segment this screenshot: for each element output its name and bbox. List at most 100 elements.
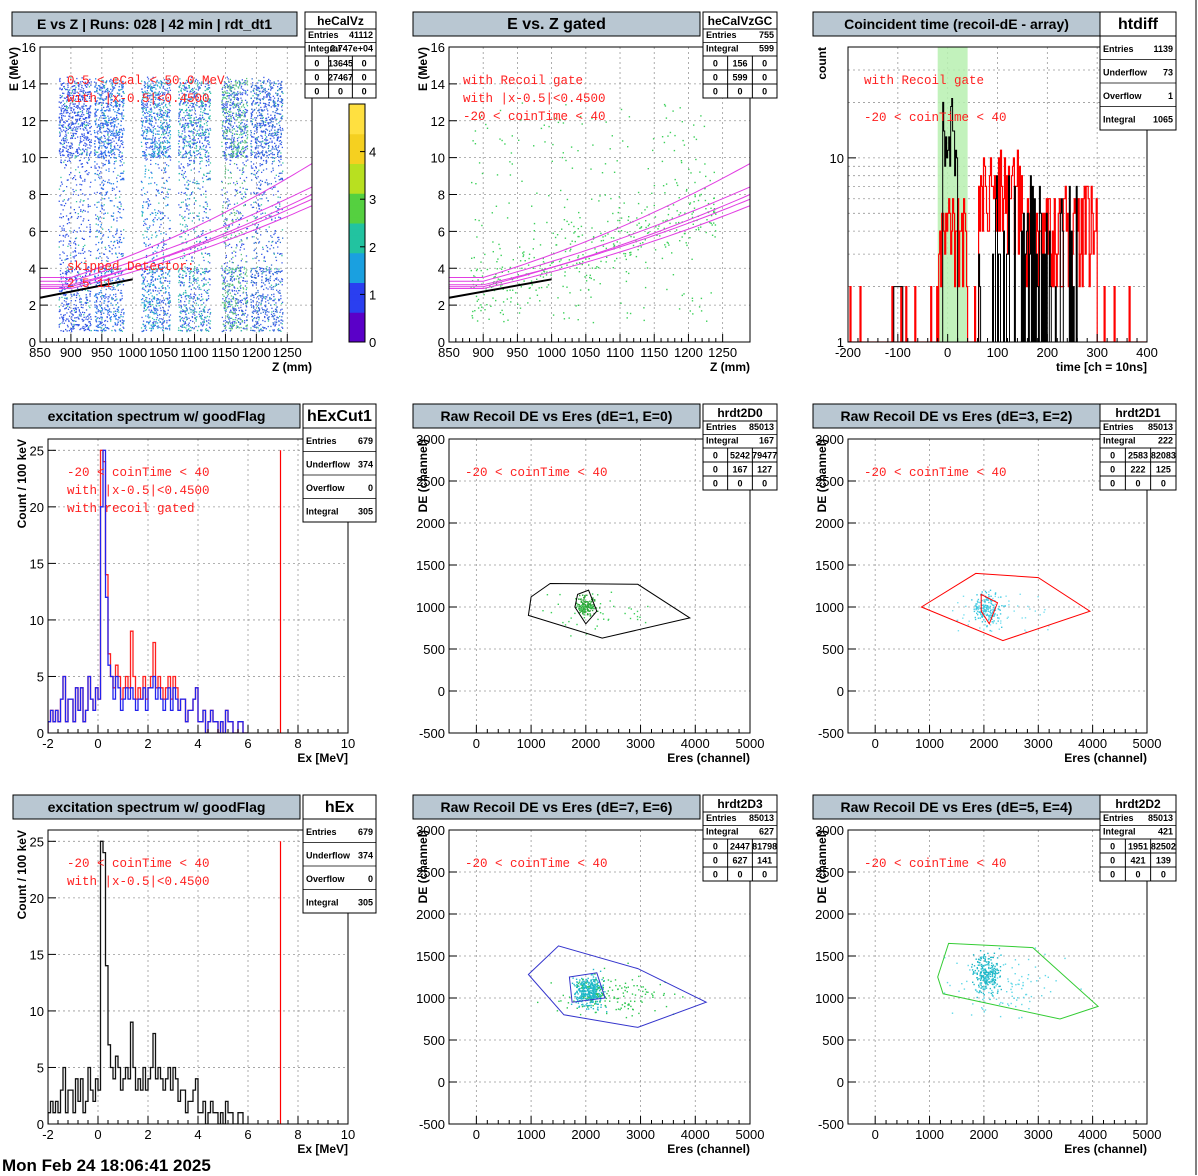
heatmap-cell (223, 187, 224, 188)
heatmap-cell (104, 181, 105, 182)
heatmap-cell (66, 274, 67, 275)
heatmap-cell (110, 311, 111, 312)
heatmap-cell (186, 330, 187, 331)
heatmap-cell (162, 213, 163, 214)
heatmap-cell (210, 93, 211, 94)
heatmap-cell (94, 204, 95, 205)
heatmap-cell (147, 231, 148, 232)
heatmap-cell (94, 152, 95, 153)
heatmap-cell (120, 125, 121, 126)
heatmap-cell (108, 110, 109, 111)
heatmap-cell (156, 235, 157, 236)
heatmap-cell (86, 139, 87, 140)
heatmap-cell (181, 137, 182, 138)
heatmap-cell (206, 145, 207, 146)
heatmap-cell (91, 319, 92, 320)
heatmap-cell (142, 109, 143, 110)
heatmap-cell (179, 236, 180, 237)
heatmap-cell (203, 134, 204, 135)
heatmap-cell (66, 139, 67, 140)
heatmap-cell (68, 132, 69, 133)
heatmap-cell (156, 312, 157, 313)
heatmap-cell (224, 193, 225, 194)
heatmap-cell (159, 157, 160, 158)
heatmap-cell (122, 295, 123, 296)
heatmap-cell (67, 152, 68, 153)
heatmap-cell (162, 323, 163, 324)
heatmap-cell (185, 321, 186, 322)
heatmap-cell (67, 200, 68, 201)
heatmap-cell (108, 160, 109, 161)
heatmap-cell (81, 304, 82, 305)
heatmap-cell (89, 107, 90, 108)
heatmap-cell (163, 198, 164, 199)
heatmap-cell (195, 200, 196, 201)
heatmap-cell (79, 295, 80, 296)
heatmap-cell (105, 117, 106, 118)
heatmap-cell (113, 298, 114, 299)
heatmap-cell (151, 177, 152, 178)
heatmap-cell (141, 327, 142, 328)
heatmap-cell (115, 294, 116, 295)
heatmap-cell (187, 226, 188, 227)
heatmap-cell (167, 111, 168, 112)
heatmap-cell (192, 135, 193, 136)
heatmap-cell (117, 302, 118, 303)
heatmap-cell (228, 298, 229, 299)
heatmap-cell (188, 127, 189, 128)
heatmap-cell (204, 211, 205, 212)
heatmap-cell (183, 304, 184, 305)
heatmap-cell (162, 152, 163, 153)
heatmap-cell (104, 131, 105, 132)
heatmap-cell (90, 227, 91, 228)
heatmap-cell (59, 88, 60, 89)
heatmap-cell (150, 112, 151, 113)
heatmap-cell (105, 330, 106, 331)
heatmap-cell (113, 109, 114, 110)
heatmap-cell (101, 110, 102, 111)
heatmap-cell (182, 156, 183, 157)
heatmap-cell (114, 121, 115, 122)
heatmap-cell (202, 143, 203, 144)
heatmap-cell (115, 311, 116, 312)
heatmap-cell (85, 136, 86, 137)
heatmap-cell (166, 116, 167, 117)
heatmap-cell (244, 123, 245, 124)
heatmap-cell (64, 308, 65, 309)
heatmap-cell (166, 234, 167, 235)
heatmap-cell (194, 161, 195, 162)
heatmap-cell (94, 304, 95, 305)
heatmap-cell (87, 174, 88, 175)
heatmap-cell (199, 205, 200, 206)
heatmap-cell (115, 280, 116, 281)
heatmap-cell (158, 140, 159, 141)
heatmap-cell (123, 162, 124, 163)
heatmap-cell (108, 106, 109, 107)
heatmap-cell (63, 82, 64, 83)
heatmap-cell (123, 255, 124, 256)
heatmap-cell (193, 140, 194, 141)
heatmap-cell (82, 125, 83, 126)
heatmap-cell (113, 245, 114, 246)
heatmap-cell (233, 182, 234, 183)
heatmap-cell (100, 89, 101, 90)
heatmap-cell (66, 307, 67, 308)
heatmap-cell (104, 113, 105, 114)
heatmap-cell (66, 130, 67, 131)
heatmap-cell (62, 105, 63, 106)
heatmap-cell (157, 322, 158, 323)
heatmap-cell (169, 119, 170, 120)
heatmap-cell (161, 318, 162, 319)
heatmap-cell (74, 175, 75, 176)
heatmap-cell (225, 165, 226, 166)
heatmap-cell (67, 121, 68, 122)
heatmap-cell (209, 178, 210, 179)
heatmap-cell (149, 114, 150, 115)
heatmap-cell (198, 271, 199, 272)
heatmap-cell (145, 173, 146, 174)
heatmap-cell (203, 302, 204, 303)
heatmap-cell (61, 117, 62, 118)
heatmap-cell (238, 111, 239, 112)
heatmap-cell (159, 115, 160, 116)
heatmap-cell (144, 108, 145, 109)
